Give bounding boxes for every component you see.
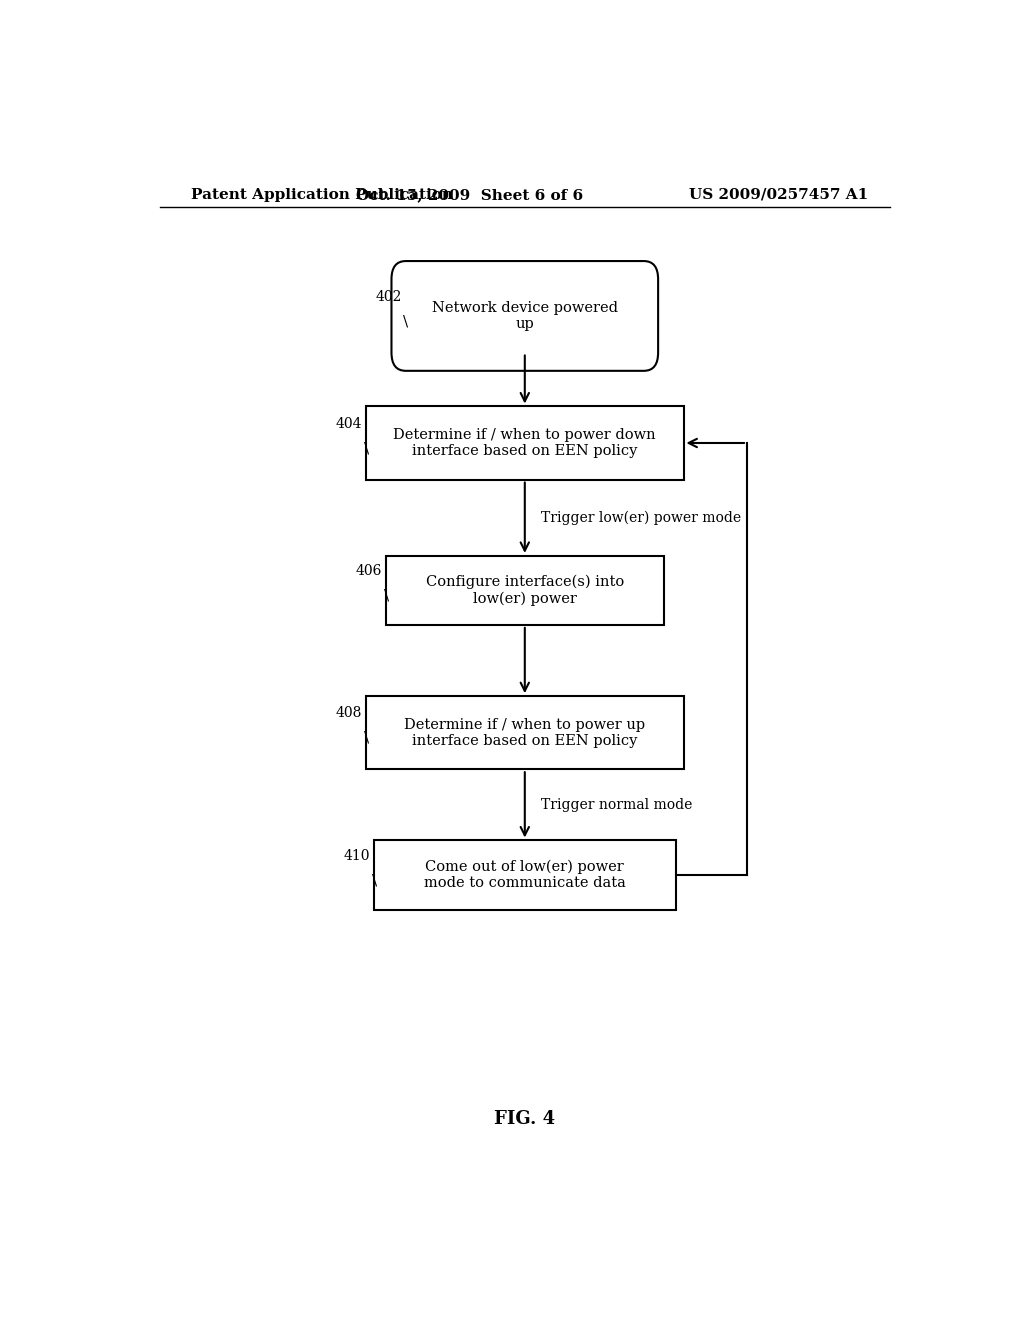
Text: Trigger low(er) power mode: Trigger low(er) power mode — [541, 511, 740, 525]
Text: FIG. 4: FIG. 4 — [495, 1110, 555, 1127]
Text: 406: 406 — [355, 564, 382, 578]
Bar — [386, 556, 664, 624]
Text: 404: 404 — [336, 417, 362, 430]
Text: 402: 402 — [376, 290, 401, 304]
Bar — [367, 696, 684, 770]
Text: Configure interface(s) into
low(er) power: Configure interface(s) into low(er) powe… — [426, 574, 624, 606]
Text: Patent Application Publication: Patent Application Publication — [191, 187, 454, 202]
Text: \: \ — [403, 314, 409, 329]
Text: 408: 408 — [336, 706, 362, 721]
Text: Oct. 15, 2009  Sheet 6 of 6: Oct. 15, 2009 Sheet 6 of 6 — [355, 187, 583, 202]
Bar — [367, 407, 684, 479]
Text: 410: 410 — [343, 849, 370, 863]
Bar — [374, 841, 676, 909]
Text: Network device powered
up: Network device powered up — [432, 301, 617, 331]
Text: Come out of low(er) power
mode to communicate data: Come out of low(er) power mode to commun… — [424, 859, 626, 890]
Text: Determine if / when to power up
interface based on EEN policy: Determine if / when to power up interfac… — [404, 718, 645, 747]
Text: \: \ — [372, 873, 377, 887]
Text: Determine if / when to power down
interface based on EEN policy: Determine if / when to power down interf… — [393, 428, 656, 458]
Text: \: \ — [364, 731, 369, 744]
Text: \: \ — [364, 441, 369, 455]
Text: \: \ — [384, 589, 389, 602]
FancyBboxPatch shape — [391, 261, 658, 371]
Text: Trigger normal mode: Trigger normal mode — [541, 797, 692, 812]
Text: US 2009/0257457 A1: US 2009/0257457 A1 — [689, 187, 868, 202]
